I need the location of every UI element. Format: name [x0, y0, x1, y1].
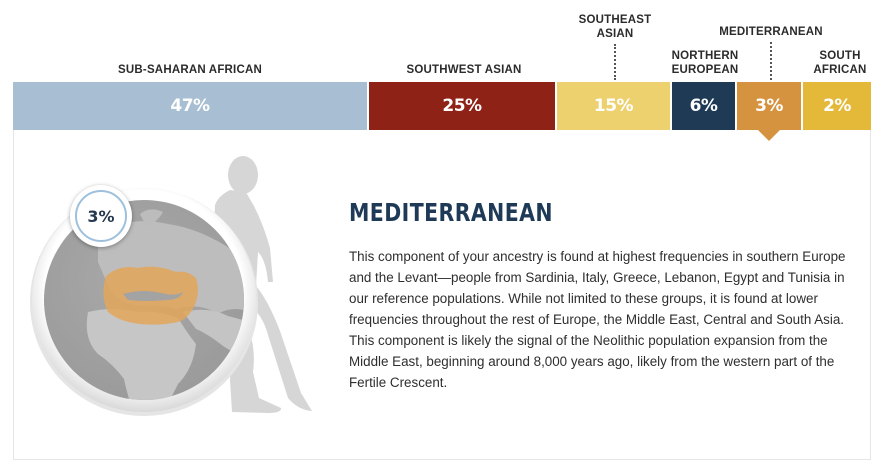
- segment-northern-european[interactable]: 6%: [672, 82, 737, 130]
- southeast-asian-leader-line: [614, 44, 616, 80]
- label-mediterranean: MEDITERRANEAN: [706, 25, 836, 39]
- globe-europe-africa-icon: [30, 188, 258, 416]
- segment-southeast-asian[interactable]: 15%: [557, 82, 672, 130]
- segment-south-african[interactable]: 2%: [803, 82, 871, 130]
- label-line: EUROPEAN: [671, 64, 739, 76]
- selected-pointer-icon: [758, 130, 780, 141]
- percent-badge-value: 3%: [75, 190, 127, 242]
- segment-mediterranean[interactable]: 3%: [737, 82, 803, 130]
- label-line: MEDITERRANEAN: [719, 26, 823, 38]
- label-line: SUB-SAHARAN AFRICAN: [118, 64, 262, 76]
- segment-sub-saharan-african[interactable]: 47%: [13, 82, 369, 130]
- label-line: NORTHERN: [671, 50, 739, 62]
- label-sub-saharan-african: SUB-SAHARAN AFRICAN: [100, 63, 280, 77]
- label-line: SOUTHWEST ASIAN: [406, 64, 522, 76]
- label-southeast-asian: SOUTHEAST ASIAN: [560, 13, 670, 41]
- label-south-african: SOUTH AFRICAN: [800, 49, 880, 77]
- label-line: ASIAN: [596, 28, 634, 40]
- label-line: SOUTH: [819, 50, 861, 62]
- label-line: SOUTHEAST: [578, 14, 652, 26]
- segment-southwest-asian[interactable]: 25%: [369, 82, 557, 130]
- label-southwest-asian: SOUTHWEST ASIAN: [374, 63, 554, 77]
- mediterranean-leader-line: [770, 42, 772, 80]
- ancestry-composition-bar: 47% 25% 15% 6% 3% 2%: [13, 82, 871, 130]
- label-line: AFRICAN: [813, 64, 867, 76]
- detail-panel: [13, 130, 871, 460]
- label-northern-european: NORTHERN EUROPEAN: [655, 49, 755, 77]
- component-title: MEDITERRANEAN: [349, 198, 553, 227]
- component-description: This component of your ancestry is found…: [349, 249, 846, 390]
- percent-badge: 3%: [70, 185, 132, 247]
